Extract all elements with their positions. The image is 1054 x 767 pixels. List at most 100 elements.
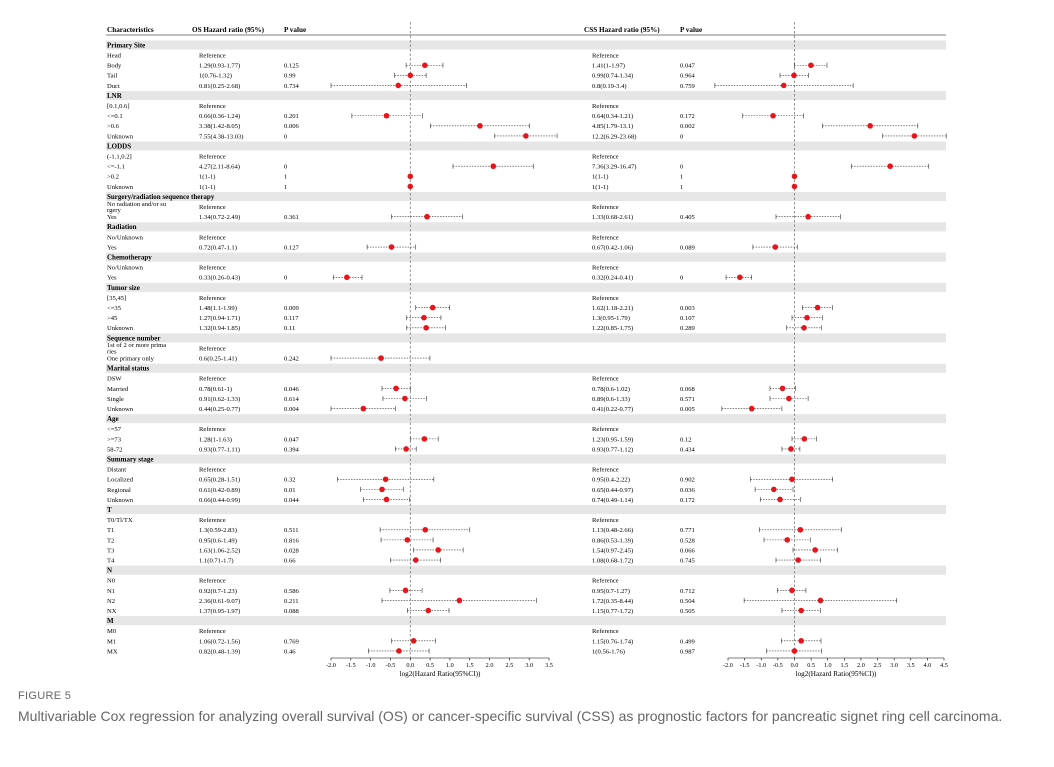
css-hr-value: 12.2(6.29-23.68) xyxy=(592,133,637,140)
x-tick-label: -0.5 xyxy=(386,662,396,669)
group-band xyxy=(106,90,946,101)
os-hr-value: 1(1-1) xyxy=(199,174,215,181)
os-p-value: 0 xyxy=(284,164,288,171)
os-hr-value: 0.82(0.48-1.39) xyxy=(199,648,240,655)
characteristic-label: N1 xyxy=(107,588,115,595)
group-label: Chemotherapy xyxy=(107,254,152,262)
characteristic-label: M0 xyxy=(107,628,117,635)
css-p-value: 0.068 xyxy=(680,386,696,393)
hr-point xyxy=(360,405,367,412)
css-p-value: 0 xyxy=(680,133,684,140)
group-bands xyxy=(106,40,946,626)
characteristic-label: >0.6 xyxy=(107,123,120,130)
hr-point xyxy=(490,163,497,170)
characteristic-label: M1 xyxy=(107,638,116,645)
characteristic-label: T0/Tl/TX xyxy=(107,517,133,524)
hr-point xyxy=(911,133,918,139)
characteristic-label: <=-1.1 xyxy=(107,164,125,171)
hr-point xyxy=(817,597,824,604)
group-label: Marital status xyxy=(107,365,149,373)
os-hr-value: 4.27(2.11-8.64) xyxy=(199,164,240,171)
forest-plot-figure: Characteristics OS Hazard ratio (95%) P … xyxy=(106,22,948,678)
group-band xyxy=(106,282,946,292)
hr-point xyxy=(737,274,743,281)
characteristic-label: T2 xyxy=(107,537,114,544)
os-hr-value: Reference xyxy=(199,376,226,383)
hr-point xyxy=(798,607,804,614)
css-hr-value: 0.89(0.6-1.33) xyxy=(592,396,630,403)
os-hr-value: 1.32(0.94-1.85) xyxy=(199,325,240,332)
os-hr-value: 0.91(0.62-1.33) xyxy=(199,396,240,403)
x-tick-label: -0.5 xyxy=(773,662,783,669)
group-label: LODDS xyxy=(107,142,131,150)
os-p-value: 0.66 xyxy=(284,557,296,564)
characteristic-label: N2 xyxy=(107,598,115,605)
os-p-value: 0.01 xyxy=(284,487,296,494)
hr-point xyxy=(424,213,430,220)
characteristic-label: [0.1,0.6] xyxy=(107,103,130,110)
hr-point xyxy=(344,274,350,281)
css-hr-value: 0.95(0.7-1.27) xyxy=(592,588,630,595)
characteristic-label: No radiation and/or su xyxy=(107,201,167,208)
os-p-value: 0.127 xyxy=(284,244,300,251)
css-hr-value: 0.64(0.34-1.21) xyxy=(592,113,633,120)
css-p-value: 0.289 xyxy=(680,325,696,332)
characteristic-label: DSW xyxy=(107,376,122,383)
os-hr-value: 0.95(0.6-1.49) xyxy=(199,537,237,544)
os-hr-value: 7.55(4.38-13.03) xyxy=(199,133,244,140)
css-p-value: 0.066 xyxy=(680,547,696,554)
os-p-value: 0.028 xyxy=(284,547,300,554)
group-label: LNR xyxy=(107,92,123,100)
group-label: Summary stage xyxy=(107,455,153,463)
css-hr-value: 0.74(0.49-1.14) xyxy=(592,497,633,504)
hr-point xyxy=(808,62,814,69)
group-label: Sequence number xyxy=(107,334,160,342)
os-hr-value: 1.27(0.94-1.71) xyxy=(199,315,240,322)
hr-point xyxy=(402,395,408,402)
os-hr-value: 3.38(1.42-8.05) xyxy=(199,123,240,130)
characteristic-label: Duct xyxy=(107,83,120,90)
os-p-value: 0.46 xyxy=(284,648,296,655)
css-hr-value: 1.62(1.18-2.21) xyxy=(592,305,633,312)
css-p-value: 0.771 xyxy=(680,527,695,534)
x-tick-label: 3.5 xyxy=(907,662,915,669)
os-p-value: 0.734 xyxy=(284,83,300,90)
os-hr-value: Reference xyxy=(199,103,226,110)
characteristic-label: [35,45] xyxy=(107,295,126,302)
hr-point xyxy=(429,304,436,311)
hr-point xyxy=(422,62,428,69)
hr-point xyxy=(812,547,818,553)
css-p-value: 0.003 xyxy=(680,305,696,312)
css-p-value: 0.571 xyxy=(680,396,695,403)
css-hr-value: 7.36(3.29-16.47) xyxy=(592,164,637,171)
css-p-value: 0 xyxy=(680,164,684,171)
hr-point xyxy=(801,436,808,442)
css-hr-value: Reference xyxy=(592,628,619,635)
css-p-value: 0.005 xyxy=(680,406,696,413)
css-p-value: 0.504 xyxy=(680,598,696,605)
x-tick-label: 1.5 xyxy=(840,662,848,669)
css-hr-value: 1(1-1) xyxy=(592,174,608,181)
characteristic-label: T4 xyxy=(107,557,115,564)
hr-point xyxy=(789,587,795,594)
os-hr-value: Reference xyxy=(199,234,226,241)
css-hr-value: Reference xyxy=(592,234,619,241)
hr-point xyxy=(770,112,776,119)
os-p-value: 0.361 xyxy=(284,214,299,221)
os-p-value: 0.586 xyxy=(284,588,300,595)
characteristic-label: <=35 xyxy=(107,305,122,312)
os-p-value: 0.046 xyxy=(284,386,300,393)
characteristic-label: Single xyxy=(107,396,124,403)
os-hr-value: 0.61(0.42-0.89) xyxy=(199,487,240,494)
group-band xyxy=(106,141,946,151)
css-p-value: 0.089 xyxy=(680,244,696,251)
group-band xyxy=(106,414,946,424)
css-p-value: 0.12 xyxy=(680,436,692,443)
characteristic-label: MX xyxy=(107,648,118,655)
css-p-value: 0.528 xyxy=(680,537,696,544)
figure-caption: Multivariable Cox regression for analyzi… xyxy=(18,708,1003,724)
css-p-value: 0.405 xyxy=(680,214,696,221)
point-estimates xyxy=(344,62,918,654)
os-p-value: 0.125 xyxy=(284,63,300,70)
hr-point xyxy=(379,486,385,493)
